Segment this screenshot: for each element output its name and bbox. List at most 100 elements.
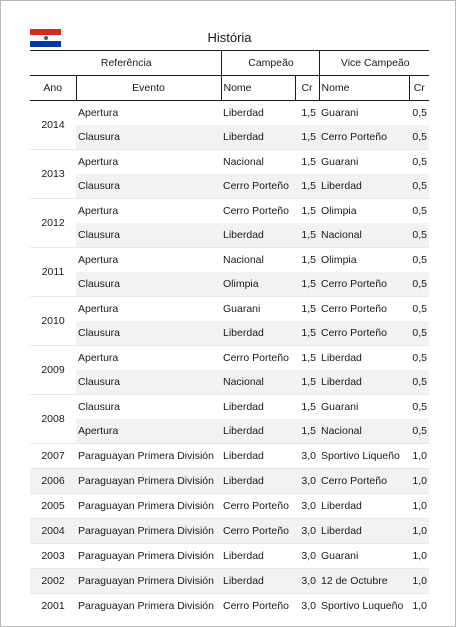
champion-cr-cell: 1,5 xyxy=(295,296,319,321)
header-campeao-nome: Nome xyxy=(220,75,295,101)
champion-cr-cell: 1,5 xyxy=(295,125,319,150)
champion-name-cell: Liberdad xyxy=(221,321,295,346)
year-cell: 2014 xyxy=(30,100,76,150)
year-cell: 2005 xyxy=(30,493,76,519)
header-campeao: Campeão xyxy=(220,50,319,76)
runner-up-name-cell: Sportivo Luqueño xyxy=(319,593,409,618)
page-title: História xyxy=(207,30,252,45)
runner-up-name-cell: Cerro Porteño xyxy=(319,125,409,150)
event-cell: Apertura xyxy=(76,149,221,174)
event-cell: Paraguayan Primera División xyxy=(76,468,221,494)
runner-up-name-cell: Nacional xyxy=(319,419,409,444)
event-cell: Paraguayan Primera División xyxy=(76,493,221,519)
runner-up-cr-cell: 0,5 xyxy=(409,125,429,150)
champion-cr-cell: 1,5 xyxy=(295,272,319,297)
event-cell: Paraguayan Primera División xyxy=(76,518,221,544)
table-row: 2010 Apertura Guarani 1,5 Cerro Porteño 0,5 xyxy=(30,296,429,346)
runner-up-name-cell: Guarani xyxy=(321,107,359,119)
year-cell: 2009 xyxy=(30,345,76,395)
runner-up-name-cell: Nacional xyxy=(319,223,409,248)
event-cell: Paraguayan Primera División xyxy=(76,568,221,594)
event-cell: Apertura xyxy=(78,107,119,119)
champion-cr-cell: 1,5 xyxy=(295,345,319,370)
runner-up-name-cell: Cerro Porteño xyxy=(319,296,409,321)
runner-up-name-cell: Liberdad xyxy=(319,174,409,199)
event-cell: Paraguayan Primera División xyxy=(76,443,221,469)
runner-up-cr-cell: 1,0 xyxy=(409,593,429,618)
champion-cr-cell: 3,0 xyxy=(295,493,319,519)
header-referencia: Referência xyxy=(30,50,221,76)
year-cell: 2002 xyxy=(30,568,76,594)
champion-cr-cell: 1,5 xyxy=(301,107,316,119)
runner-up-name-cell: Liberdad xyxy=(319,345,409,370)
table-row: Clausura Olimpia 1,5 Cerro Porteño 0,5 xyxy=(30,272,429,297)
table-row: Clausura Liberdad 1,5 Nacional 0,5 xyxy=(30,223,429,248)
champion-cr-cell: 3,0 xyxy=(295,468,319,494)
champion-name-cell: Liberdad xyxy=(221,394,295,419)
runner-up-cr-cell: 0,5 xyxy=(409,394,429,419)
table-row: 2001 Paraguayan Primera División Cerro Por… xyxy=(30,593,429,618)
table-row: 2003 Paraguayan Primera División Liberdad 3… xyxy=(30,543,429,569)
runner-up-name-cell: 12 de Octubre xyxy=(319,568,409,594)
runner-up-cr-cell: 1,0 xyxy=(409,468,429,494)
year-cell: 2007 xyxy=(30,443,76,469)
event-cell: Apertura xyxy=(76,247,221,272)
runner-up-name-cell: Cerro Porteño xyxy=(319,468,409,494)
table-row: 2014 Apertura Liberdad 1,5 Guarani 0,5 xyxy=(30,100,429,150)
year-cell: 2004 xyxy=(30,518,76,544)
champion-name-cell: Liberdad xyxy=(221,543,295,569)
year-cell: 2008 xyxy=(30,394,76,444)
runner-up-cr-cell: 1,0 xyxy=(409,443,429,469)
header-campeao-cr: Cr xyxy=(294,75,319,101)
year-cell: 2011 xyxy=(30,247,76,297)
champion-name-cell: Liberdad xyxy=(221,468,295,494)
table-row: Clausura Cerro Porteño 1,5 Liberdad 0,5 xyxy=(30,174,429,199)
runner-up-cr-cell: 0,5 xyxy=(409,247,429,272)
year-cell: 2006 xyxy=(30,468,76,494)
header-vice-campeao: Vice Campeão xyxy=(318,50,429,76)
table-row: 2002 Paraguayan Primera División Liberdad 3… xyxy=(30,568,429,594)
champion-cr-cell: 1,5 xyxy=(295,394,319,419)
champion-name-cell: Liberdad xyxy=(221,568,295,594)
table-row: 2005 Paraguayan Primera División Cerro Por… xyxy=(30,493,429,519)
event-cell: Apertura xyxy=(76,419,221,444)
history-table-body: 2014 Apertura Liberdad 1,5 Guarani 0,5 Clausur… xyxy=(30,100,429,618)
event-cell: Apertura xyxy=(76,198,221,223)
runner-up-cr-cell: 1,0 xyxy=(409,543,429,569)
table-row: Apertura Liberdad 1,5 Nacional 0,5 xyxy=(30,419,429,444)
year-cell: 2012 xyxy=(30,198,76,248)
champion-name-cell: Cerro Porteño xyxy=(221,518,295,544)
table-row: Clausura Liberdad 1,5 Cerro Porteño 0,5 xyxy=(30,125,429,150)
event-cell: Paraguayan Primera División xyxy=(76,543,221,569)
runner-up-cr-cell: 0,5 xyxy=(409,272,429,297)
event-cell: Clausura xyxy=(76,272,221,297)
champion-cr-cell: 1,5 xyxy=(295,198,319,223)
champion-name-cell: Liberdad xyxy=(223,107,264,119)
event-cell: Apertura xyxy=(76,296,221,321)
event-cell: Paraguayan Primera División xyxy=(76,593,221,618)
year-cell: 2013 xyxy=(30,149,76,199)
event-cell: Clausura xyxy=(76,321,221,346)
champion-cr-cell: 3,0 xyxy=(295,568,319,594)
champion-cr-cell: 3,0 xyxy=(295,443,319,469)
runner-up-name-cell: Guarani xyxy=(319,543,409,569)
year-cell: 2003 xyxy=(30,543,76,569)
event-cell: Clausura xyxy=(76,125,221,150)
champion-name-cell: Cerro Porteño xyxy=(221,593,295,618)
champion-name-cell: Nacional xyxy=(221,149,295,174)
year-cell: 2001 xyxy=(30,593,76,618)
champion-cr-cell: 3,0 xyxy=(295,518,319,544)
champion-name-cell: Cerro Porteño xyxy=(221,174,295,199)
runner-up-cr-cell: 1,0 xyxy=(409,493,429,519)
header-vice-cr: Cr xyxy=(408,75,429,101)
runner-up-name-cell: Guarani xyxy=(319,149,409,174)
table-row: 2008 Clausura Liberdad 1,5 Guarani 0,5 xyxy=(30,394,429,444)
table-row: Clausura Liberdad 1,5 Cerro Porteño 0,5 xyxy=(30,321,429,346)
runner-up-cr-cell: 0,5 xyxy=(409,419,429,444)
runner-up-name-cell: Liberdad xyxy=(319,518,409,544)
champion-cr-cell: 1,5 xyxy=(295,321,319,346)
runner-up-name-cell: Sportivo Liqueño xyxy=(319,443,409,469)
runner-up-name-cell: Olimpia xyxy=(319,247,409,272)
champion-name-cell: Liberdad xyxy=(221,443,295,469)
